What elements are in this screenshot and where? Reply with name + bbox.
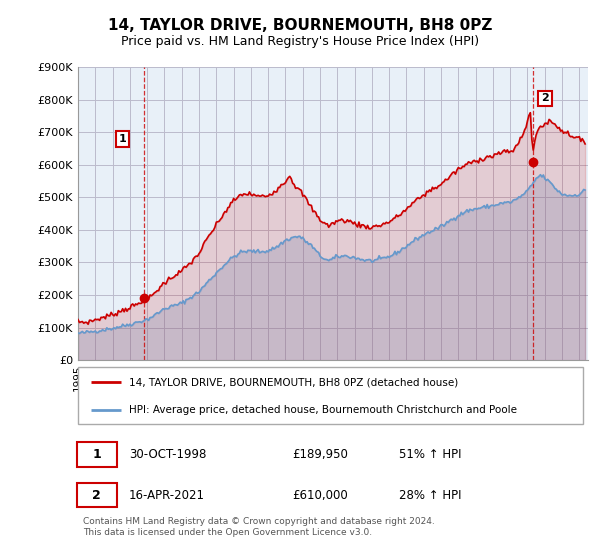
Text: £189,950: £189,950: [292, 448, 348, 461]
Text: 16-APR-2021: 16-APR-2021: [129, 489, 205, 502]
Text: 51% ↑ HPI: 51% ↑ HPI: [400, 448, 462, 461]
Text: 28% ↑ HPI: 28% ↑ HPI: [400, 489, 462, 502]
Text: Contains HM Land Registry data © Crown copyright and database right 2024.
This d: Contains HM Land Registry data © Crown c…: [83, 517, 435, 536]
Text: £610,000: £610,000: [292, 489, 348, 502]
Text: 2: 2: [541, 94, 549, 104]
Text: HPI: Average price, detached house, Bournemouth Christchurch and Poole: HPI: Average price, detached house, Bour…: [129, 405, 517, 415]
Text: Price paid vs. HM Land Registry's House Price Index (HPI): Price paid vs. HM Land Registry's House …: [121, 35, 479, 49]
Text: 1: 1: [92, 448, 101, 461]
FancyBboxPatch shape: [77, 442, 117, 467]
FancyBboxPatch shape: [77, 483, 117, 507]
FancyBboxPatch shape: [78, 367, 583, 424]
Text: 30-OCT-1998: 30-OCT-1998: [129, 448, 206, 461]
Text: 14, TAYLOR DRIVE, BOURNEMOUTH, BH8 0PZ (detached house): 14, TAYLOR DRIVE, BOURNEMOUTH, BH8 0PZ (…: [129, 377, 458, 388]
Text: 14, TAYLOR DRIVE, BOURNEMOUTH, BH8 0PZ: 14, TAYLOR DRIVE, BOURNEMOUTH, BH8 0PZ: [108, 18, 492, 32]
Text: 1: 1: [118, 134, 126, 144]
Text: 2: 2: [92, 489, 101, 502]
